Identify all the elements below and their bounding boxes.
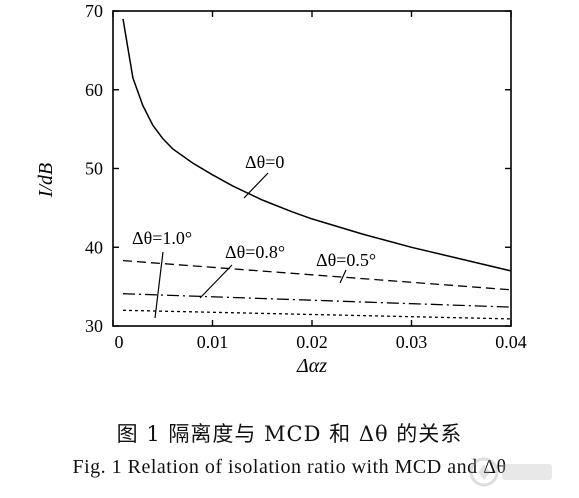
annotation-label-0: Δθ=0 (245, 152, 284, 172)
x-tick-label: 0.01 (197, 332, 229, 352)
annotation-group: Δθ=0 Δθ=0.5° Δθ=0.8° Δθ=1.0° (132, 152, 376, 319)
x-tick-label: 0 (115, 332, 124, 352)
y-tick-label: 30 (85, 316, 103, 336)
series-line-0 (122, 18, 512, 272)
y-tick-label: 50 (85, 159, 103, 179)
x-tick-label: 0.03 (396, 332, 428, 352)
series-line-2 (122, 293, 512, 308)
plot-frame (112, 10, 512, 327)
x-tick-label: 0.02 (296, 332, 328, 352)
watermark-logo (469, 457, 552, 487)
annotation-label-2: Δθ=0.8° (225, 242, 285, 262)
y-axis-label: I/dB (35, 163, 57, 198)
annotation-label-3: Δθ=1.0° (132, 228, 192, 248)
series-group (122, 18, 512, 320)
y-tick-label: 60 (85, 80, 103, 100)
annotation-label-1: Δθ=0.5° (316, 250, 376, 270)
annotation-leader-3 (154, 251, 164, 319)
y-tick-label: 40 (85, 237, 103, 257)
x-tick-label: 0.04 (495, 332, 527, 352)
annotation-leader-2 (199, 264, 233, 299)
annotation-leader-1 (339, 269, 347, 284)
axis-ticks (112, 10, 512, 327)
series-line-3 (122, 309, 512, 320)
figure-caption-english: Fig. 1 Relation of isolation ratio with … (72, 456, 507, 478)
x-axis-label: Δαz (296, 355, 327, 377)
annotation-leader-0 (243, 172, 269, 199)
series-line-1 (122, 259, 512, 291)
figure-caption-chinese: 图 1 隔离度与 MCD 和 Δθ 的关系 (116, 422, 463, 446)
axis-tick-labels: 0 0.01 0.02 0.03 0.04 30 40 50 60 70 (85, 1, 527, 352)
y-tick-label: 70 (85, 1, 103, 21)
